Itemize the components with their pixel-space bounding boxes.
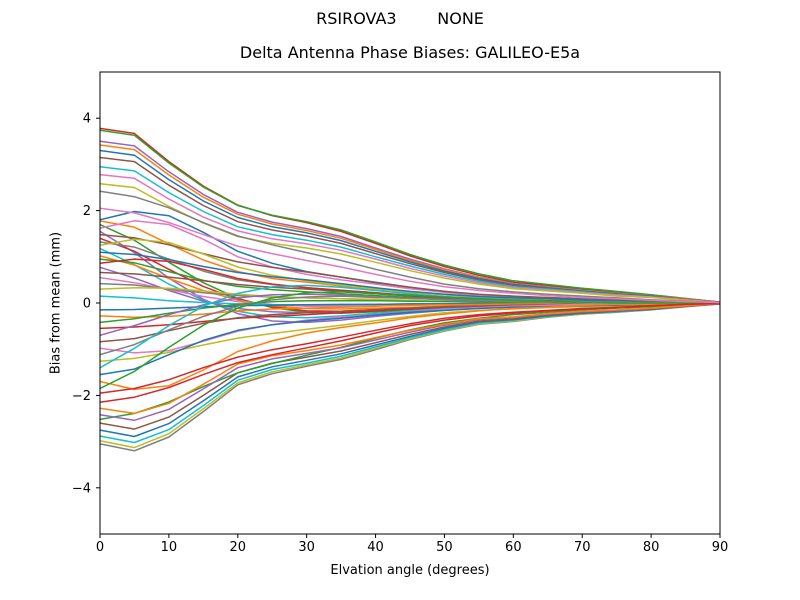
x-tick-label: 40: [367, 540, 384, 555]
x-tick-label: 20: [230, 540, 247, 555]
bias-line: [100, 183, 720, 304]
x-tick-label: 90: [712, 540, 729, 555]
bias-line: [100, 207, 720, 304]
x-tick-label: 60: [505, 540, 522, 555]
bias-line: [100, 190, 720, 304]
bias-line: [100, 173, 720, 304]
x-tick-label: 50: [436, 540, 453, 555]
x-tick-label: 80: [643, 540, 660, 555]
figure-suptitle: RSIROVA3 NONE: [316, 9, 484, 28]
y-tick-label: 4: [83, 112, 91, 127]
x-tick-label: 70: [574, 540, 591, 555]
chart-title: Delta Antenna Phase Biases: GALILEO-E5a: [239, 43, 581, 62]
x-tick-label: 30: [298, 540, 315, 555]
y-tick-label: 2: [83, 204, 91, 219]
y-axis-label: Bias from mean (mm): [48, 231, 64, 375]
x-tick-label: 0: [96, 540, 104, 555]
bias-line: [100, 302, 720, 391]
x-axis-label: Elvation angle (degrees): [330, 563, 490, 578]
y-tick-label: −2: [72, 389, 91, 404]
bias-line: [100, 291, 720, 390]
bias-line: [100, 302, 720, 376]
y-tick-label: 0: [83, 297, 91, 312]
y-tick-label: −4: [72, 481, 91, 496]
bias-line: [100, 129, 720, 303]
x-tick-label: 10: [161, 540, 178, 555]
bias-line: [100, 303, 720, 444]
bias-line: [100, 302, 720, 404]
bias-line: [100, 271, 720, 304]
bias-line: [100, 302, 720, 415]
bias-line: [100, 251, 720, 304]
